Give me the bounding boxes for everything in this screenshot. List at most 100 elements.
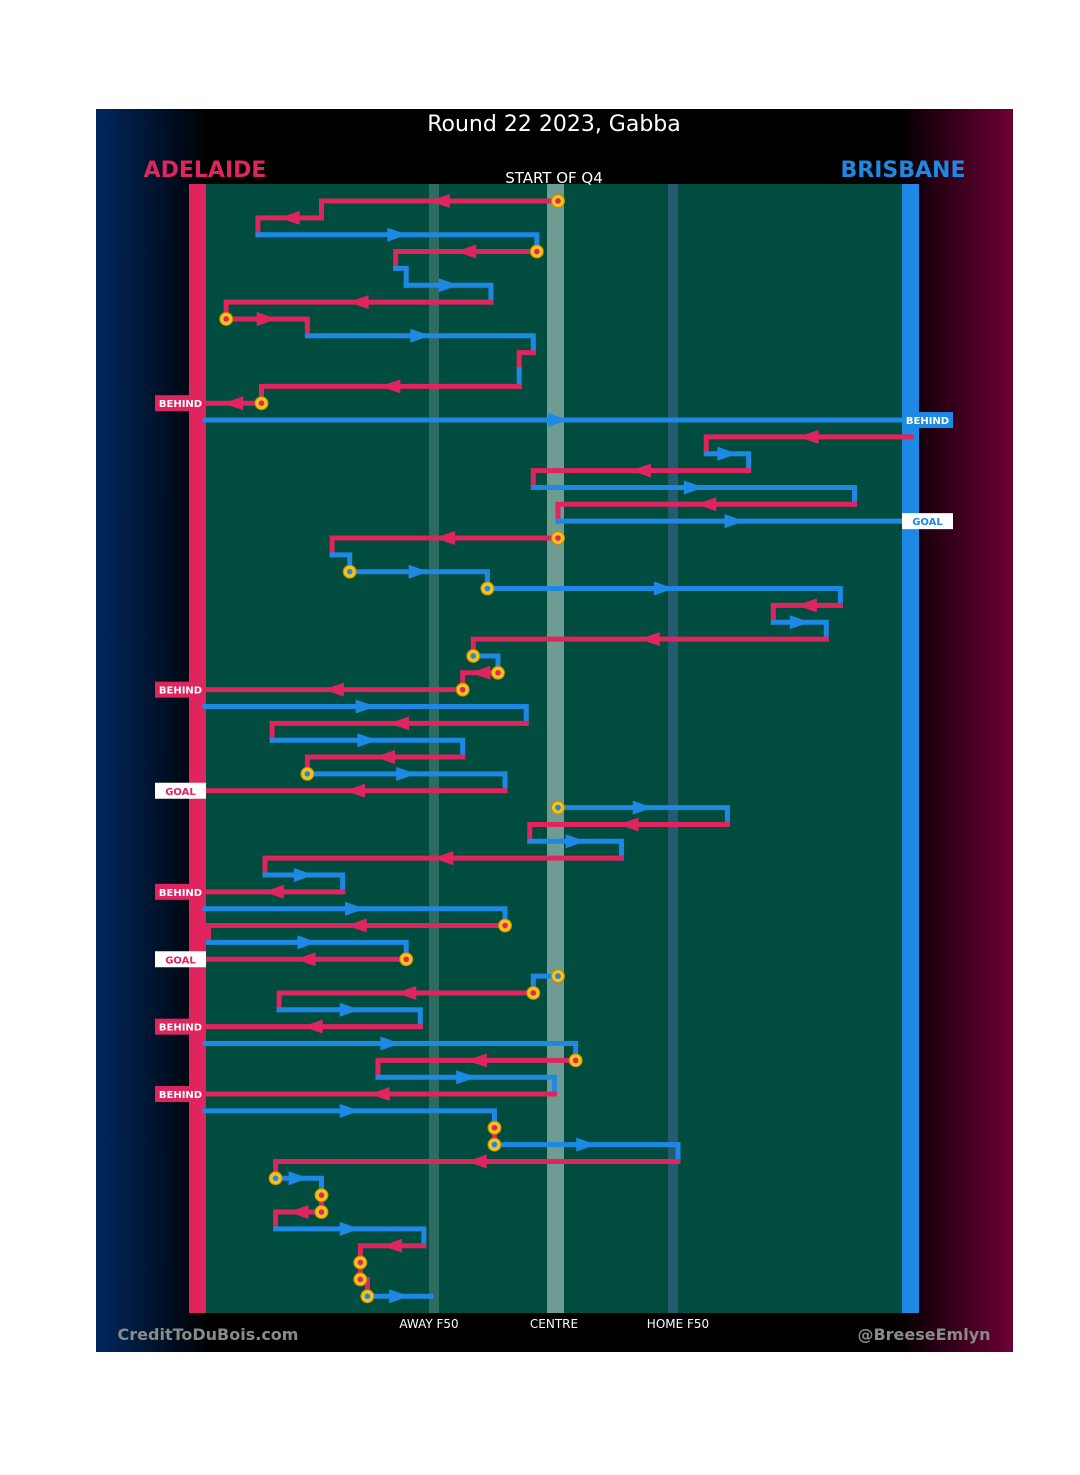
chain-1-arrow bbox=[279, 210, 300, 225]
chain-12-result-badge: BEHIND bbox=[155, 395, 206, 412]
chain-0-line bbox=[318, 198, 561, 221]
chain-51-arrow bbox=[466, 1053, 487, 1068]
chain-28-marker-dot bbox=[495, 670, 501, 676]
chain-19-arrow bbox=[724, 514, 745, 529]
chain-60-start-marker bbox=[314, 1205, 329, 1219]
chain-28-arrow bbox=[470, 665, 491, 680]
chain-7-arrow bbox=[256, 311, 277, 326]
chain-60 bbox=[273, 1205, 324, 1232]
chain-11-arrow bbox=[380, 379, 401, 394]
chain-14-arrow bbox=[798, 429, 819, 444]
chain-14 bbox=[703, 429, 914, 457]
chain-36-marker-dot bbox=[555, 804, 561, 811]
chain-30-arrow bbox=[355, 699, 376, 714]
home-f50-line bbox=[668, 184, 678, 1313]
centre-line bbox=[547, 184, 564, 1313]
chain-18-arrow bbox=[696, 497, 717, 512]
chain-29-arrow bbox=[323, 682, 344, 697]
chain-34-arrow bbox=[396, 766, 417, 781]
chain-40-arrow bbox=[293, 868, 314, 882]
chain-24-arrow bbox=[796, 598, 817, 613]
chain-49-arrow bbox=[302, 1019, 323, 1034]
chain-22-start-marker bbox=[342, 564, 357, 579]
chain-12-arrow bbox=[223, 396, 244, 411]
chain-29-start-marker bbox=[455, 682, 470, 697]
chain-0-arrow bbox=[429, 194, 450, 208]
chain-45-arrow bbox=[295, 952, 316, 967]
away-f50-line bbox=[429, 184, 439, 1313]
chain-53-arrow bbox=[369, 1087, 390, 1102]
chain-15-arrow bbox=[717, 446, 738, 461]
chain-41-result-badge: BEHIND bbox=[155, 883, 206, 900]
chain-56-arrow bbox=[576, 1137, 597, 1152]
chain-63-marker-dot bbox=[357, 1259, 364, 1266]
chain-42-arrow bbox=[345, 901, 366, 916]
chain-31-arrow bbox=[389, 716, 410, 731]
chain-35-arrow bbox=[345, 783, 366, 798]
chain-64-marker-dot bbox=[357, 1276, 364, 1283]
chain-0 bbox=[318, 194, 561, 221]
chain-17 bbox=[530, 480, 858, 507]
chain-45 bbox=[202, 952, 409, 967]
chain-61 bbox=[273, 1221, 427, 1249]
footer-credit: CreditToDuBois.com bbox=[118, 1325, 299, 1344]
chain-51-marker-dot bbox=[572, 1057, 579, 1064]
chain-3-marker-dot bbox=[534, 248, 540, 255]
chain-43-marker-dot bbox=[502, 922, 508, 929]
chain-48-arrow bbox=[339, 1002, 360, 1017]
chain-3-start-marker bbox=[529, 244, 544, 259]
away-f50-tick-label: AWAY F50 bbox=[399, 1317, 458, 1331]
chain-8 bbox=[304, 328, 536, 356]
chain-16-arrow bbox=[630, 463, 651, 478]
chain-28-start-marker bbox=[490, 665, 505, 680]
chain-19-result-label: GOAL bbox=[912, 517, 943, 528]
chain-47-marker-dot bbox=[530, 990, 537, 996]
chain-30 bbox=[202, 699, 529, 726]
chain-20-marker-dot bbox=[555, 535, 561, 541]
chain-3-arrow bbox=[456, 244, 477, 259]
chain-49-result-box bbox=[155, 1018, 206, 1035]
chain-53-result-box bbox=[155, 1086, 206, 1103]
chain-43-start-marker bbox=[498, 918, 513, 933]
chain-46-start-marker bbox=[551, 969, 565, 984]
chain-60-marker-dot bbox=[318, 1209, 325, 1215]
chain-8-arrow bbox=[410, 328, 431, 343]
chain-44-arrow bbox=[297, 935, 318, 950]
chain-36-arrow bbox=[632, 800, 653, 815]
chain-65-marker-dot bbox=[364, 1293, 371, 1300]
chain-56 bbox=[491, 1137, 681, 1164]
chain-31 bbox=[269, 716, 529, 743]
chain-37-arrow bbox=[618, 817, 639, 832]
chain-24-line bbox=[770, 602, 843, 625]
chain-39 bbox=[262, 851, 625, 878]
chain-27-marker-dot bbox=[470, 653, 477, 659]
chain-59-marker-dot bbox=[318, 1192, 325, 1198]
chain-58-arrow bbox=[288, 1171, 309, 1186]
chart-subtitle: START OF Q4 bbox=[505, 169, 603, 187]
chain-6-arrow bbox=[348, 295, 369, 310]
chain-38-line bbox=[527, 838, 625, 861]
chain-12-marker-dot bbox=[258, 400, 265, 407]
chain-43-arrow bbox=[346, 918, 367, 933]
chain-50-arrow bbox=[380, 1036, 401, 1051]
chain-55-start-marker bbox=[487, 1120, 502, 1135]
chain-51 bbox=[375, 1053, 579, 1080]
chain-27-start-marker bbox=[466, 648, 481, 663]
chain-19-result-badge: GOAL bbox=[902, 513, 953, 530]
footer-handle: @BreeseEmlyn bbox=[857, 1325, 990, 1344]
chain-13-result-label: BEHIND bbox=[906, 416, 949, 427]
chain-35-result-badge: GOAL bbox=[155, 782, 206, 799]
chain-25-arrow bbox=[789, 615, 810, 630]
chain-64-start-marker bbox=[353, 1272, 368, 1287]
chain-47-arrow bbox=[396, 985, 417, 1000]
chain-39-arrow bbox=[433, 851, 454, 866]
chain-29 bbox=[202, 682, 466, 697]
chain-3-line bbox=[393, 249, 540, 271]
chain-29-marker-dot bbox=[459, 686, 466, 693]
chain-1-line bbox=[255, 215, 324, 238]
chain-20 bbox=[329, 531, 561, 558]
chain-49-result-badge: BEHIND bbox=[155, 1018, 206, 1035]
chain-23-marker-dot bbox=[484, 585, 491, 592]
chain-47 bbox=[276, 985, 536, 1013]
chain-12-result-label: BEHIND bbox=[159, 399, 202, 410]
